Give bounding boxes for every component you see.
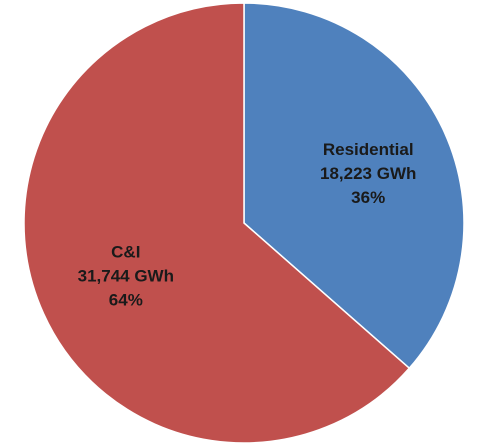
pie-label-residential-value: 18,223 GWh: [320, 164, 416, 183]
pie-label-c-i-name: C&I: [111, 243, 140, 262]
pie-slice-residential: [243, 2, 465, 370]
pie-label-residential-percent: 36%: [351, 188, 385, 207]
pie-labels: Residential 18,223 GWh 36% C&I 31,744 GWh 64%: [78, 140, 417, 310]
pie-label-c-i-value: 31,744 GWh: [78, 267, 174, 286]
pie-slice-c-i: [23, 2, 411, 444]
pie-slices: [23, 2, 465, 444]
pie-label-residential-name: Residential: [323, 140, 414, 159]
pie-label-c-i-percent: 64%: [109, 291, 143, 310]
